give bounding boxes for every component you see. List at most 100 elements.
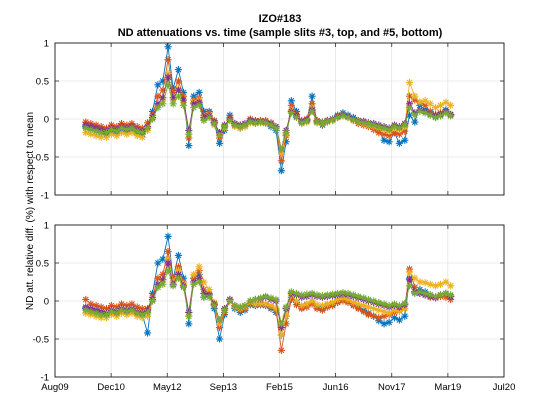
data-point — [411, 290, 418, 297]
data-point — [324, 118, 331, 125]
data-point — [411, 112, 418, 119]
data-point — [93, 128, 100, 135]
chart-title: IZO#183 — [259, 13, 302, 25]
data-point — [350, 116, 357, 123]
x-tick-label: Feb15 — [266, 382, 293, 393]
data-point — [401, 300, 408, 307]
data-point — [216, 132, 223, 139]
y-tick-label: 1 — [44, 39, 49, 50]
data-point — [82, 125, 89, 132]
y-tick-label: -1 — [41, 191, 49, 202]
data-point — [170, 100, 177, 107]
data-point — [196, 102, 203, 109]
data-point — [149, 115, 156, 122]
data-point — [175, 93, 182, 100]
data-point — [87, 126, 94, 133]
x-tick-label: Aug09 — [41, 382, 68, 393]
data-point — [144, 309, 151, 316]
data-point — [164, 74, 171, 81]
data-point — [247, 118, 254, 125]
data-point — [298, 119, 305, 126]
data-point — [278, 347, 285, 354]
data-point — [339, 289, 346, 296]
x-tick-label: Dec10 — [97, 382, 124, 393]
data-point — [206, 114, 213, 121]
data-point — [123, 126, 130, 133]
data-point — [334, 114, 341, 121]
data-point — [375, 314, 382, 321]
data-point — [324, 300, 331, 307]
data-point — [93, 310, 100, 317]
data-point — [164, 56, 171, 63]
data-point — [298, 291, 305, 298]
data-point — [370, 121, 377, 128]
x-tick-label: May12 — [153, 382, 182, 393]
data-point — [164, 43, 171, 50]
data-point — [154, 93, 161, 100]
x-tick-label: Jul20 — [493, 382, 516, 393]
data-point — [272, 125, 279, 132]
data-point — [144, 329, 151, 336]
data-point — [170, 282, 177, 289]
data-point — [401, 313, 408, 320]
data-point — [159, 281, 166, 288]
bottom-axes: Aug09 Dec10 May12 Sep13 Feb15 Jun16 Nov17 Mar19… — [33, 221, 516, 394]
y-axis-label: ND att. relative diff. (%) with respect … — [25, 112, 36, 310]
data-point — [334, 290, 341, 297]
data-point — [159, 100, 166, 107]
data-point — [154, 81, 161, 88]
data-point — [339, 112, 346, 119]
data-point — [422, 279, 429, 286]
data-point — [293, 290, 300, 297]
data-point — [164, 267, 171, 274]
data-point — [375, 123, 382, 130]
x-tick-label: Jun16 — [323, 382, 349, 393]
data-point — [185, 131, 192, 138]
data-point — [154, 104, 161, 111]
data-point — [175, 66, 182, 73]
data-point — [123, 308, 130, 315]
y-tick-label: 0.5 — [36, 259, 49, 270]
data-point — [406, 282, 413, 289]
data-point — [175, 77, 182, 84]
data-point — [309, 108, 316, 115]
data-point — [180, 102, 187, 109]
data-point — [196, 263, 203, 270]
data-point — [159, 77, 166, 84]
data-point — [175, 275, 182, 282]
data-point — [278, 167, 285, 174]
data-point — [437, 291, 444, 298]
data-point — [411, 93, 418, 100]
data-point — [350, 291, 357, 298]
chart-subtitle: ND attenuations vs. time (sample slits #… — [118, 27, 443, 39]
data-point — [185, 313, 192, 320]
data-point — [87, 308, 94, 315]
data-point — [257, 294, 264, 301]
y-tick-label: -1 — [41, 373, 49, 384]
data-point — [406, 79, 413, 86]
data-point — [309, 290, 316, 297]
data-point — [134, 128, 141, 135]
data-point — [278, 332, 285, 339]
y-tick-label: 0 — [44, 115, 49, 126]
x-tick-label: Mar19 — [434, 382, 461, 393]
data-point — [282, 129, 289, 136]
data-point — [375, 299, 382, 306]
data-point — [231, 121, 238, 128]
data-point — [370, 313, 377, 320]
x-tick-label: Sep13 — [210, 382, 237, 393]
data-point — [257, 118, 264, 125]
data-point — [175, 252, 182, 259]
y-tick-label: 0 — [44, 297, 49, 308]
y-tick-label: 1 — [44, 221, 49, 232]
data-point — [278, 320, 285, 327]
data-point — [118, 125, 125, 132]
data-point — [293, 114, 300, 121]
top-axes: -1-0.500.51 — [33, 39, 504, 202]
data-point — [164, 81, 171, 88]
data-point — [185, 142, 192, 149]
y-tick-label: -0.5 — [33, 153, 49, 164]
data-point — [344, 290, 351, 297]
data-point — [190, 271, 197, 278]
